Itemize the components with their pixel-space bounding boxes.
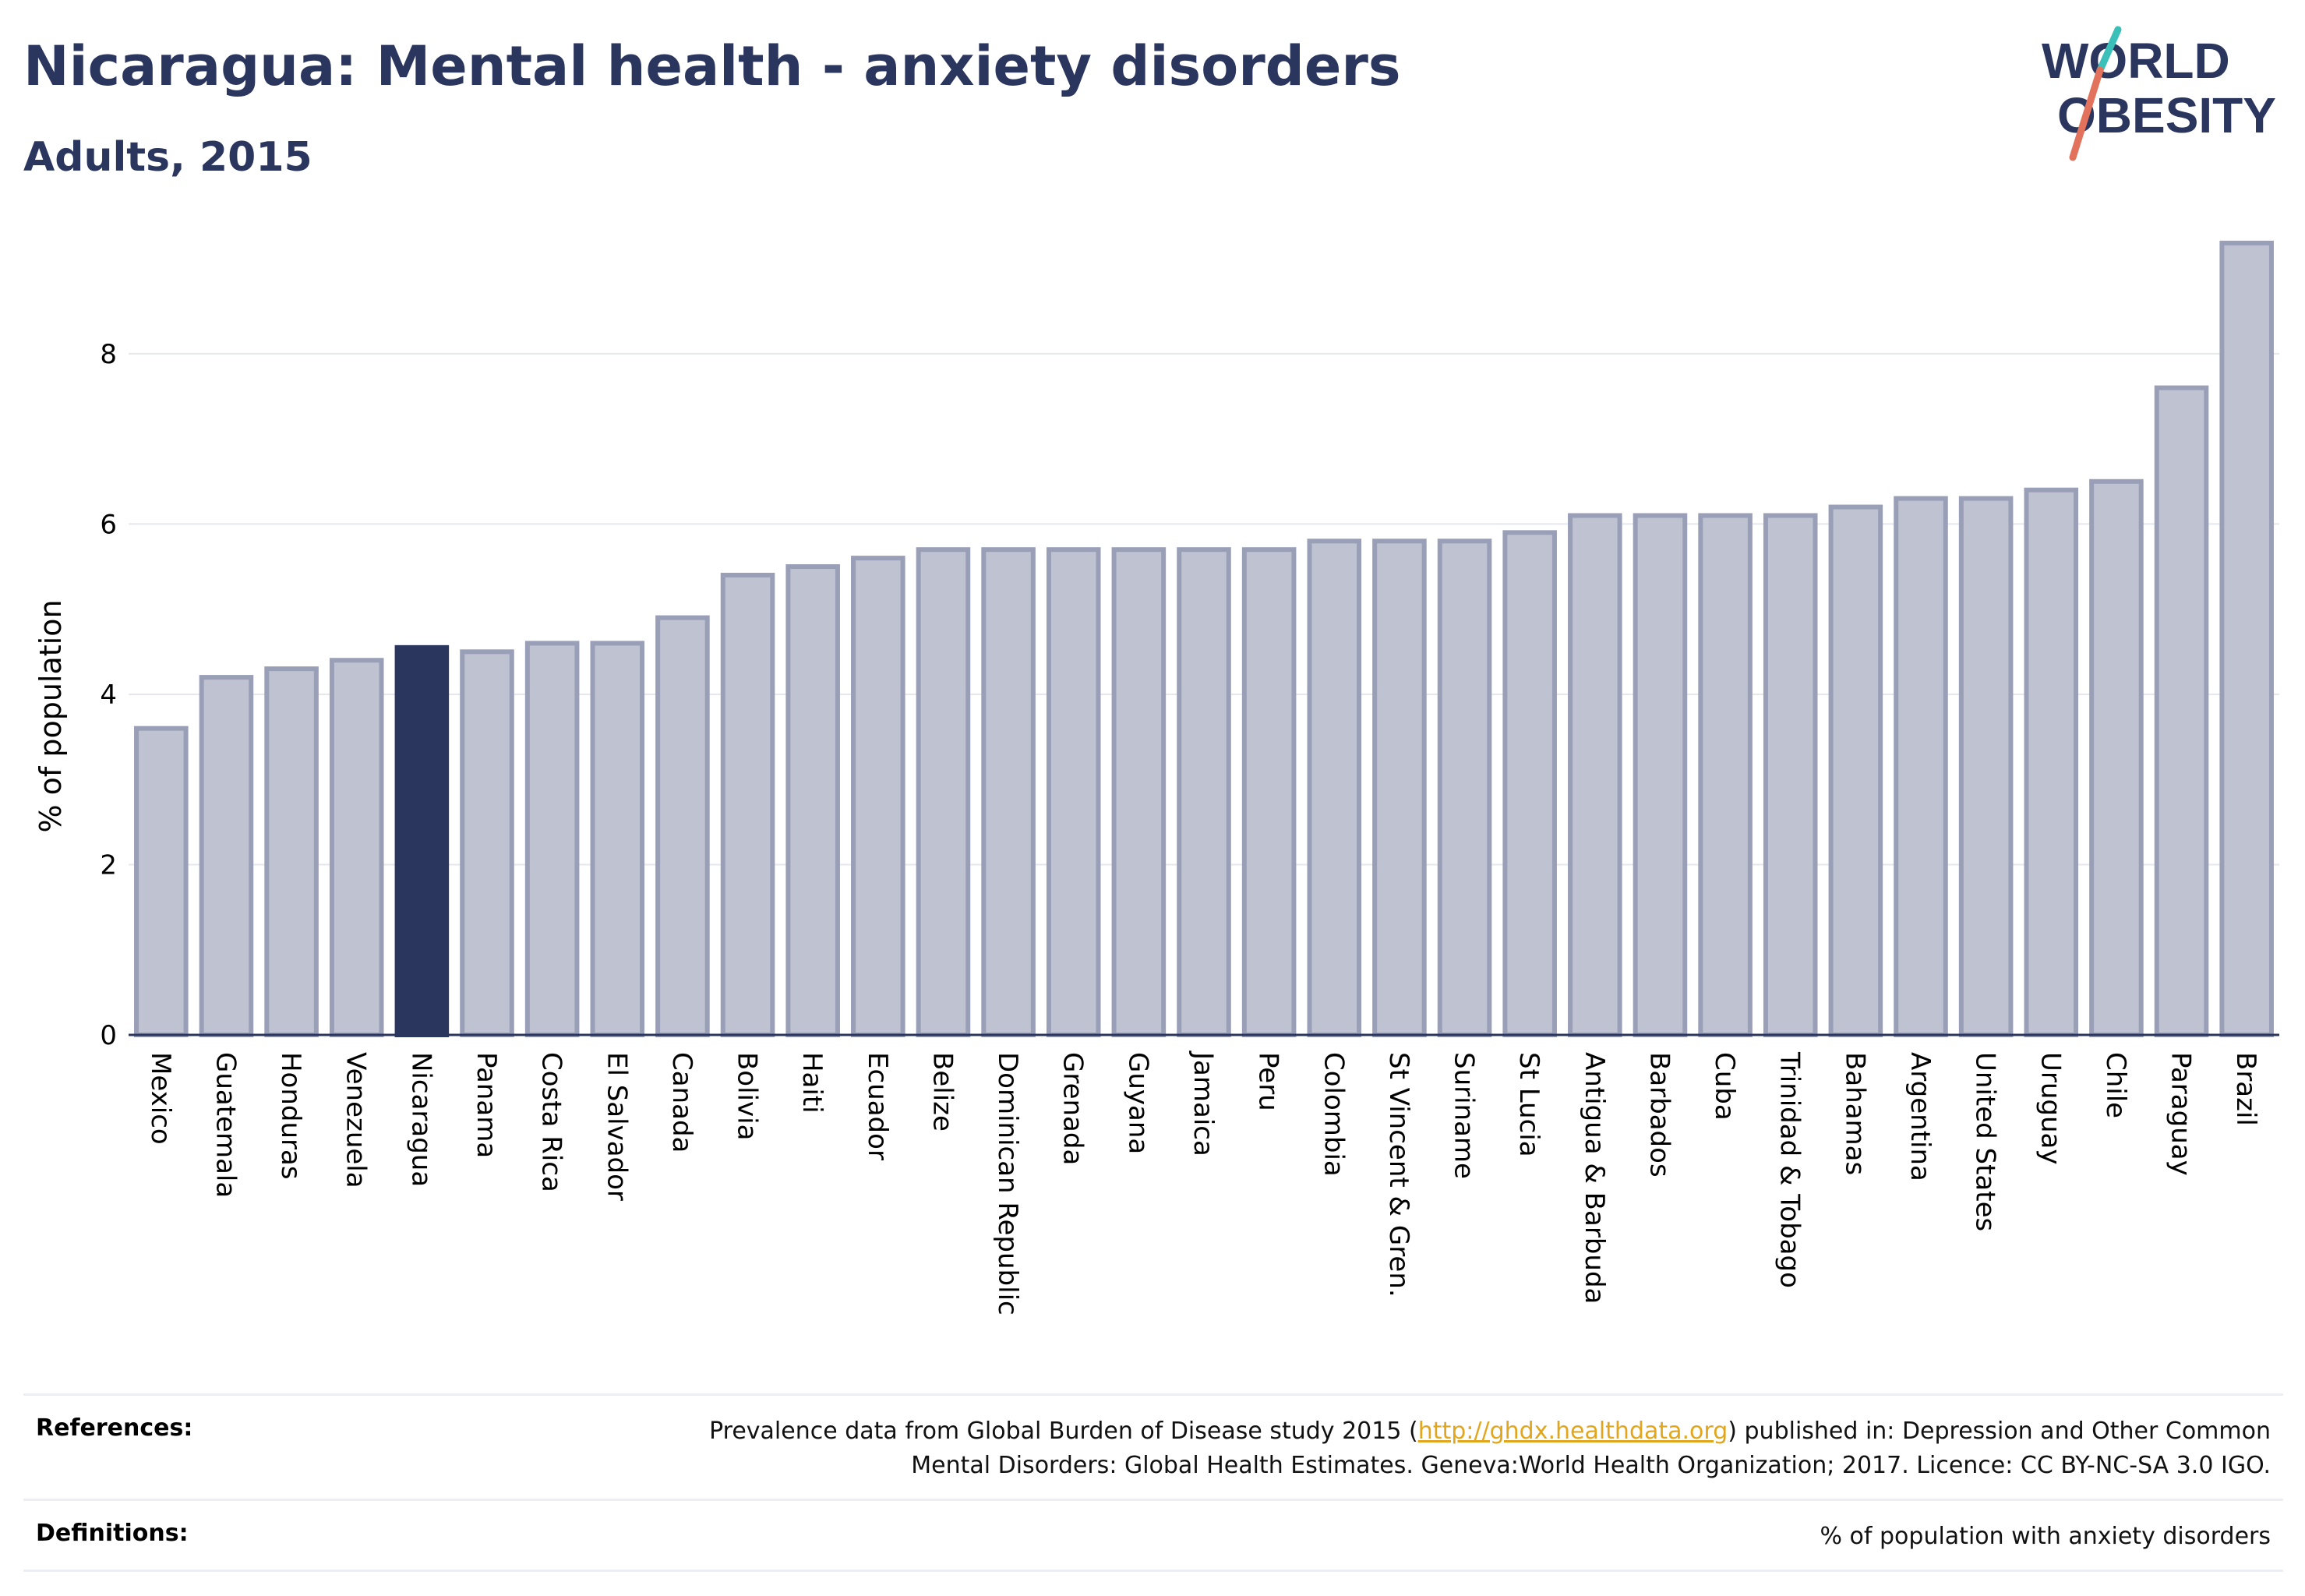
category-label: Ecuador [862, 1052, 893, 1160]
y-tick-labels: 0 2 4 6 8 [100, 339, 117, 1051]
category-label: Peru [1253, 1052, 1284, 1111]
references-text-after: ) published in: Depression and Other Com… [1728, 1418, 2271, 1445]
bar-st-lucia [1502, 530, 1557, 1037]
category-label: El Salvador [601, 1052, 632, 1201]
category-label: Antigua & Barbuda [1579, 1052, 1610, 1304]
category-label: Colombia [1318, 1052, 1349, 1177]
category-label: Venezuela [341, 1052, 372, 1188]
category-label: Mexico [145, 1052, 176, 1145]
category-label: Chile [2100, 1052, 2131, 1118]
y-tick-label: 2 [100, 849, 117, 881]
bar-colombia [1307, 538, 1362, 1037]
bar-venezuela [329, 658, 384, 1038]
bar-barbados [1633, 513, 1688, 1037]
category-label: Nicaragua [405, 1052, 436, 1187]
bar-guatemala [199, 675, 254, 1037]
bar-argentina [1894, 496, 1948, 1037]
bar-antigua-barbuda [1568, 513, 1622, 1037]
category-label: Barbados [1643, 1052, 1675, 1178]
bar-suriname [1437, 538, 1492, 1037]
bar-st-vincent-gren- [1372, 538, 1427, 1037]
category-label: Jamaica [1188, 1050, 1219, 1156]
bar-united-states [1958, 496, 2014, 1037]
category-label: Dominican Republic [992, 1052, 1023, 1315]
references-text: Prevalence data from Global Burden of Di… [709, 1414, 2271, 1483]
bar-guyana [1111, 547, 1167, 1037]
category-label: Brazil [2230, 1052, 2261, 1126]
definitions-row: Definitions: % of population with anxiet… [23, 1499, 2283, 1570]
footer: References: Prevalence data from Global … [23, 1393, 2283, 1572]
y-tick-label: 4 [100, 680, 117, 711]
bar-costa-rica [524, 641, 580, 1037]
bar-bolivia [720, 572, 775, 1037]
category-label: Paraguay [2166, 1052, 2197, 1176]
bar-trinidad-tobago [1763, 513, 1818, 1037]
category-label: Grenada [1057, 1052, 1089, 1165]
bar-canada [655, 615, 710, 1037]
bar-chart: 0 2 4 6 8 Mexico Guatemala Honduras Venezuela Ni… [34, 240, 2279, 1315]
category-label: Costa Rica [536, 1052, 567, 1192]
bar-chile [2089, 478, 2144, 1037]
category-label: Uruguay [2035, 1052, 2066, 1165]
bar-cuba [1698, 513, 1753, 1037]
bar-grenada [1046, 547, 1101, 1037]
category-label: Bolivia [732, 1052, 763, 1140]
bar-el-salvador [590, 641, 645, 1037]
bar-ecuador [851, 556, 905, 1037]
bars [134, 240, 2274, 1038]
category-label: Trinidad & Tobago [1774, 1051, 1806, 1288]
bar-uruguay [2024, 487, 2079, 1037]
references-label: References: [36, 1414, 193, 1442]
footer-divider [23, 1570, 2283, 1572]
category-label: Cuba [1709, 1052, 1740, 1121]
definitions-label: Definitions: [36, 1520, 189, 1547]
category-label: Canada [666, 1052, 697, 1153]
bar-panama [460, 649, 514, 1037]
category-label: St Vincent & Gren. [1383, 1052, 1414, 1298]
y-tick-label: 8 [100, 339, 117, 370]
category-label: Belize [927, 1052, 958, 1132]
category-label: Argentina [1904, 1052, 1936, 1181]
bar-haiti [785, 564, 840, 1037]
category-label: Suriname [1449, 1052, 1480, 1179]
bar-dominican-republic [981, 547, 1036, 1037]
page-subtitle: Adults, 2015 [23, 134, 312, 181]
category-label: United States [1970, 1052, 2001, 1231]
category-label: Guatemala [210, 1052, 241, 1198]
y-axis-title: % of population [34, 599, 68, 832]
page-title: Nicaragua: Mental health - anxiety disor… [23, 34, 1401, 98]
references-line2: Mental Disorders: Global Health Estimate… [911, 1452, 2271, 1479]
definitions-text: % of population with anxiety disorders [1820, 1523, 2271, 1550]
references-row: References: Prevalence data from Global … [23, 1393, 2283, 1499]
bar-nicaragua [394, 644, 450, 1038]
bar-bahamas [1828, 504, 1883, 1037]
category-label: Guyana [1122, 1052, 1153, 1154]
category-labels: Mexico Guatemala Honduras Venezuela Nicaragu… [145, 1050, 2261, 1315]
references-text-before: Prevalence data from Global Burden of Di… [709, 1418, 1418, 1445]
logo-slash-teal [2096, 26, 2122, 74]
logo-slash-coral [2069, 66, 2104, 161]
bar-brazil [2219, 240, 2274, 1037]
world-obesity-logo: WORLD OBESITY [2042, 26, 2276, 161]
bar-jamaica [1177, 547, 1231, 1037]
category-label: Honduras [275, 1052, 306, 1180]
bar-peru [1241, 547, 1297, 1037]
bar-mexico [134, 726, 189, 1038]
bar-honduras [264, 666, 319, 1037]
category-label: Panama [471, 1052, 502, 1158]
category-label: St Lucia [1513, 1052, 1544, 1157]
y-tick-label: 0 [100, 1020, 117, 1051]
y-tick-label: 6 [100, 509, 117, 540]
logo-line1: WORLD [2042, 33, 2230, 89]
bar-paraguay [2154, 385, 2209, 1038]
references-link[interactable]: http://ghdx.healthdata.org [1417, 1418, 1728, 1445]
bar-belize [916, 547, 971, 1037]
category-label: Bahamas [1839, 1052, 1870, 1175]
category-label: Haiti [796, 1052, 828, 1114]
